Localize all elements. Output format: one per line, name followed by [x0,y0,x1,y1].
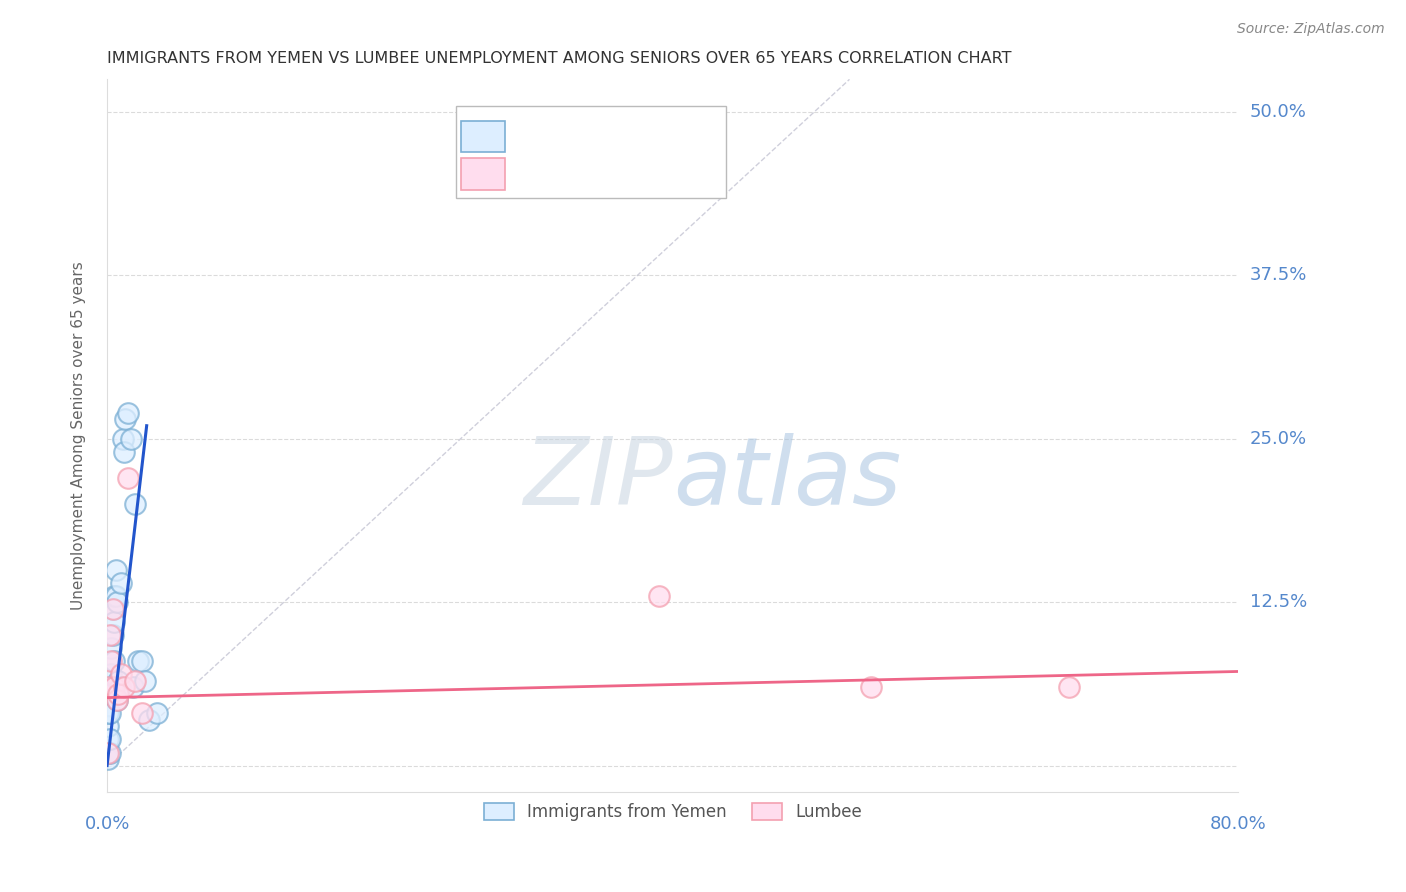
Point [859,680,882,694]
Point [103,654,125,668]
Text: atlas: atlas [672,433,901,524]
Point [105,693,128,707]
Text: IMMIGRANTS FROM YEMEN VS LUMBEE UNEMPLOYMENT AMONG SENIORS OVER 65 YEARS CORRELA: IMMIGRANTS FROM YEMEN VS LUMBEE UNEMPLOY… [107,51,1011,66]
Point [111,432,134,446]
FancyBboxPatch shape [461,159,505,190]
Point [647,589,669,603]
Point [117,471,139,485]
Point [104,589,127,603]
Point [134,673,156,688]
Text: 80.0%: 80.0% [1211,815,1267,833]
Text: R = 0.017   N = 16: R = 0.017 N = 16 [515,165,685,183]
Point [131,706,153,721]
Point [98,732,121,747]
Point [121,680,143,694]
Point [127,654,149,668]
Point [98,746,121,760]
Point [103,589,125,603]
Point [124,497,146,511]
Y-axis label: Unemployment Among Seniors over 65 years: Unemployment Among Seniors over 65 years [72,261,86,610]
Point [110,667,132,681]
Text: 37.5%: 37.5% [1250,267,1308,285]
Point [101,628,124,642]
Text: Source: ZipAtlas.com: Source: ZipAtlas.com [1237,22,1385,37]
Point [97,746,120,760]
Point [105,693,128,707]
Point [124,673,146,688]
Point [98,706,121,721]
Point [138,713,160,727]
Point [145,706,167,721]
Point [107,687,129,701]
Point [101,601,124,615]
Text: R = 0.548   N = 36: R = 0.548 N = 36 [515,127,685,145]
Point [97,706,120,721]
Point [97,746,120,760]
Text: ZIP: ZIP [523,433,672,524]
Point [97,732,120,747]
Legend: Immigrants from Yemen, Lumbee: Immigrants from Yemen, Lumbee [475,795,870,830]
Text: 0.0%: 0.0% [84,815,129,833]
Point [114,412,136,426]
Point [98,628,121,642]
Point [120,432,142,446]
Point [97,719,120,733]
Point [1057,680,1080,694]
Point [98,680,121,694]
FancyBboxPatch shape [456,106,725,198]
Text: 25.0%: 25.0% [1250,430,1306,448]
Text: 12.5%: 12.5% [1250,593,1308,611]
Point [100,687,122,701]
Point [100,640,122,655]
Point [103,680,125,694]
Text: 50.0%: 50.0% [1250,103,1306,121]
Point [101,601,124,615]
Point [100,667,122,681]
Point [131,654,153,668]
Point [110,575,132,590]
Point [97,752,120,766]
Point [117,406,139,420]
Point [107,673,129,688]
Point [105,595,128,609]
Point [104,562,127,576]
Point [112,445,135,459]
Point [108,680,131,694]
Point [97,680,120,694]
Point [112,680,135,694]
FancyBboxPatch shape [461,120,505,152]
Point [103,615,125,629]
Point [100,654,122,668]
